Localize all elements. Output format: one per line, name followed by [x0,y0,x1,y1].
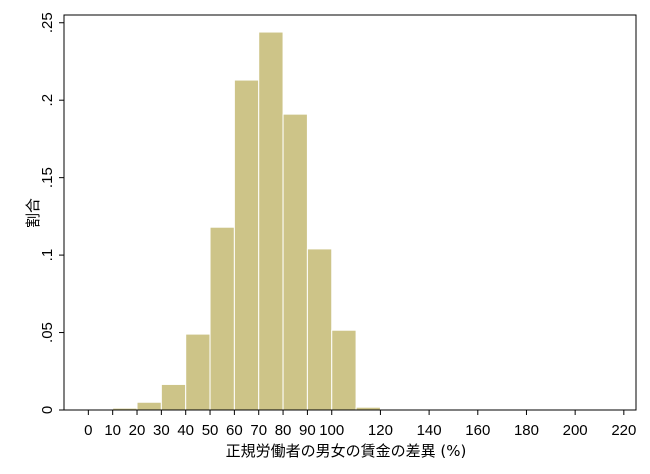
x-tick-label-1: 10 [104,422,121,439]
y-axis: 0 .05 .1 .15 .2 .25 [39,12,64,414]
y-tick-label-0: 0 [39,406,56,414]
x-tick-label-15: 200 [563,422,588,439]
x-tick-label-2: 20 [129,422,146,439]
x-tick-label-0: 0 [84,422,92,439]
y-tick-label-1: .05 [39,322,56,343]
histogram-bar-90-100 [306,248,333,411]
plot-frame [63,14,637,411]
x-tick-label-5: 50 [202,422,219,439]
y-tick-label-4: .2 [39,94,56,107]
x-tick-label-4: 40 [177,422,194,439]
histogram-bar-30-40 [160,383,187,411]
x-tick-label-16: 220 [611,422,636,439]
y-tick-label-2: .1 [39,249,56,262]
x-tick-label-14: 180 [514,422,539,439]
bars [87,31,625,411]
histogram-bar-100-110 [331,329,357,411]
histogram-bar-40-50 [185,333,211,411]
y-axis-title: 割合 [24,198,42,228]
histogram-bar-70-80 [258,31,284,411]
x-tick-label-13: 160 [465,422,490,439]
histogram-bar-60-70 [233,79,260,411]
x-tick-label-3: 30 [153,422,170,439]
y-tick-label-3: .15 [39,167,56,188]
histogram-bar-50-60 [209,226,235,411]
x-tick-label-9: 90 [299,422,316,439]
x-tick-label-8: 80 [275,422,292,439]
x-axis-title: 正規労働者の男女の賃金の差異 (%) [226,442,467,460]
x-tick-label-10: 100 [319,422,344,439]
histogram-bar-20-30 [136,401,162,411]
x-tick-label-6: 60 [226,422,243,439]
x-tick-label-11: 120 [368,422,393,439]
histogram-bar-80-90 [282,113,308,411]
x-tick-label-7: 70 [250,422,267,439]
y-tick-label-5: .25 [39,12,56,33]
x-axis: 0 10 20 30 40 50 60 70 80 90 100 120 140 160 180 200 220 [84,410,636,439]
x-tick-label-12: 140 [417,422,442,439]
